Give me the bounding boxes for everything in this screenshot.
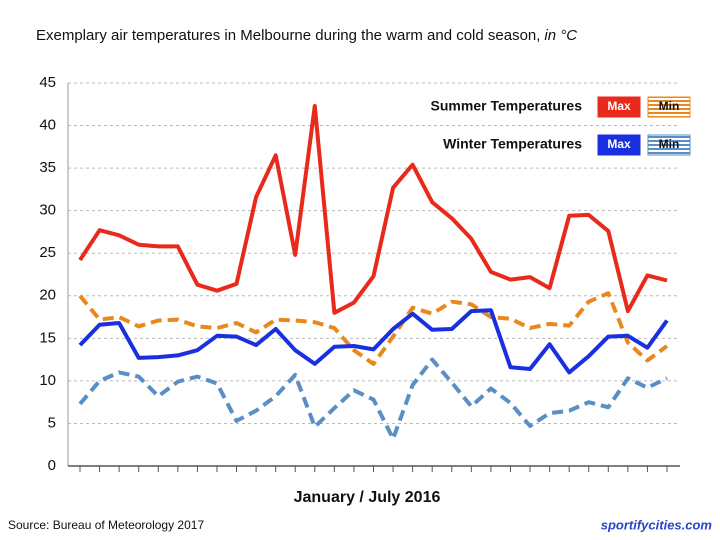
source: Source: Bureau of Meteorology 2017 xyxy=(8,518,204,532)
legend-label: Min xyxy=(659,137,680,151)
title-text: Exemplary air temperatures in Melbourne … xyxy=(36,27,540,44)
x-axis-label: January / July 2016 xyxy=(294,489,441,506)
legend-label: Min xyxy=(659,99,680,113)
legend-label: Max xyxy=(607,137,631,151)
title-unit: in °C xyxy=(544,27,577,44)
legend-swatch xyxy=(597,134,641,156)
legend-group-label: Summer Temperatures xyxy=(431,98,583,114)
data-line xyxy=(78,308,669,375)
legend-group-label: Winter Temperatures xyxy=(443,136,582,152)
y-tick-label: 0 xyxy=(48,457,56,474)
data-line xyxy=(78,291,669,366)
y-tick-label: 30 xyxy=(39,202,56,219)
y-tick-label: 40 xyxy=(39,117,56,134)
y-tick-label: 10 xyxy=(39,372,56,389)
chart-title: Exemplary air temperatures in Melbourne … xyxy=(36,27,577,44)
y-tick-label: 20 xyxy=(39,287,56,304)
y-tick-label: 25 xyxy=(39,244,56,261)
data-line xyxy=(78,104,668,315)
y-tick-label: 15 xyxy=(39,329,56,346)
watermark: sportifycities.com xyxy=(601,517,713,532)
legend-label: Max xyxy=(607,99,631,113)
y-tick-label: 45 xyxy=(39,74,56,91)
legend-swatch xyxy=(647,134,691,156)
y-tick-label: 35 xyxy=(39,159,56,176)
data-line xyxy=(78,357,668,441)
y-tick-label: 5 xyxy=(48,414,56,431)
legend-swatch xyxy=(647,96,691,118)
legend-swatch xyxy=(597,96,641,118)
